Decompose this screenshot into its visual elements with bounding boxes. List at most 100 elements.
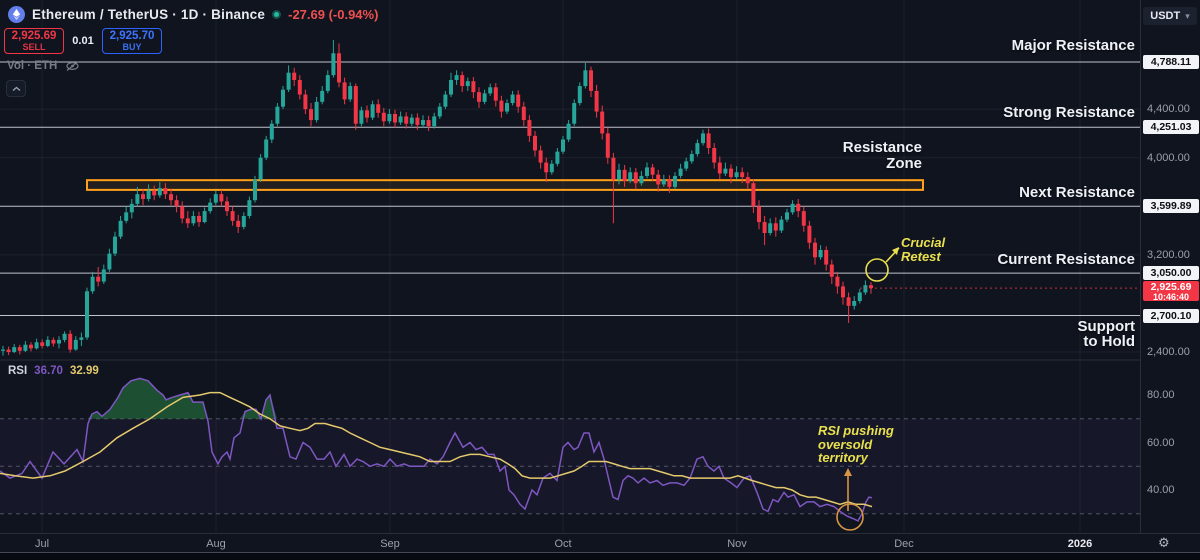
candle — [673, 175, 677, 187]
rsi-oversold-circle[interactable] — [836, 503, 864, 531]
candle — [841, 286, 845, 298]
buy-label: BUY — [122, 42, 142, 52]
candle — [297, 79, 302, 95]
candle — [477, 92, 481, 102]
candle — [600, 111, 605, 134]
candle — [449, 79, 453, 95]
candle — [639, 175, 644, 184]
settings-icon[interactable]: ⚙ — [1158, 535, 1170, 550]
price-axis[interactable]: 4,400.00 4,000.00 3,200.00 2,400.00 80.00 60.… — [1140, 0, 1200, 552]
candle — [269, 123, 274, 140]
arrowhead — [844, 468, 852, 476]
candle — [572, 103, 577, 124]
candle — [544, 162, 549, 173]
rsi-ma-value: 32.99 — [69, 365, 99, 377]
rsi-line — [0, 377, 873, 522]
candle — [325, 75, 330, 91]
candle — [779, 219, 784, 231]
candle — [219, 194, 224, 202]
candle — [421, 120, 425, 125]
buy-button[interactable]: 2,925.70 BUY — [102, 28, 162, 54]
candle — [482, 93, 487, 102]
candle — [169, 194, 173, 201]
candle — [404, 116, 409, 124]
candle — [381, 112, 386, 122]
candle — [85, 291, 89, 338]
collapse-pane-button[interactable] — [6, 80, 26, 97]
candle — [286, 72, 291, 90]
candle — [174, 200, 179, 207]
last-price-box: 2,925.69 10:46:40 — [1143, 281, 1199, 303]
bottom-strip — [0, 552, 1200, 560]
time-tick-label: Jul — [34, 538, 50, 550]
candle — [617, 169, 621, 180]
candle — [852, 300, 857, 306]
rsi-legend-title[interactable]: RSI — [8, 365, 28, 377]
candle — [415, 117, 420, 125]
spread-value: 0.01 — [72, 35, 94, 47]
candle — [645, 167, 649, 176]
candle — [589, 70, 593, 91]
candle — [1, 349, 5, 351]
candle — [398, 116, 403, 123]
candle — [320, 90, 325, 102]
volume-label: Vol · ETH — [7, 60, 58, 72]
candle — [622, 169, 627, 181]
resistance-zone-box[interactable] — [86, 179, 924, 191]
candle — [180, 206, 185, 219]
bar-countdown: 10:46:40 — [1152, 292, 1190, 303]
candle — [135, 194, 140, 204]
level-price-box: 2,700.10 — [1143, 308, 1199, 323]
time-tick-label: 2026 — [1067, 538, 1093, 550]
currency-selector[interactable]: USDT ▾ — [1143, 7, 1197, 25]
candle — [656, 174, 661, 185]
rsi-tick-label: 40.00 — [1147, 484, 1175, 496]
symbol-title[interactable]: Ethereum / TetherUS · 1D · Binance — [32, 7, 266, 22]
candle — [706, 133, 711, 148]
eye-hidden-icon[interactable] — [65, 60, 80, 72]
candle — [264, 139, 269, 158]
candle — [846, 297, 851, 306]
candle — [813, 242, 817, 258]
candle — [241, 215, 246, 227]
candle — [141, 194, 145, 199]
last-price-value: 2,925.69 — [1150, 281, 1192, 294]
candle — [331, 53, 336, 76]
time-axis[interactable]: Jul Aug Sep Oct Nov Dec 2026 — [0, 533, 1200, 552]
candle — [717, 162, 722, 174]
symbol-header: Ethereum / TetherUS · 1D · Binance -27.6… — [8, 6, 378, 23]
candle — [684, 161, 689, 169]
candle — [45, 339, 50, 346]
candle — [869, 285, 873, 289]
candle — [757, 206, 761, 223]
candle — [689, 154, 694, 162]
chevron-down-icon: ▾ — [1185, 10, 1190, 21]
candle — [460, 75, 465, 87]
candle — [661, 179, 666, 185]
level-name-label: Next Resistance — [1019, 184, 1135, 202]
candle — [348, 86, 353, 100]
level-name-label: Support to Hold — [1077, 317, 1136, 351]
candle — [561, 139, 565, 152]
currency-label: USDT — [1150, 10, 1181, 22]
candle — [824, 249, 829, 265]
candle — [314, 101, 319, 121]
level-price-box: 3,599.89 — [1143, 199, 1199, 214]
level-name-label: Strong Resistance — [1003, 104, 1135, 122]
candle — [29, 344, 33, 349]
sell-button[interactable]: 2,925.69 SELL — [4, 28, 64, 54]
candle — [538, 150, 543, 163]
time-tick-label: Sep — [380, 538, 400, 550]
candle — [281, 89, 285, 107]
candle — [745, 177, 750, 184]
time-tick-label: Oct — [554, 538, 572, 550]
candle — [723, 168, 728, 174]
candle — [258, 157, 263, 180]
candle — [555, 151, 560, 164]
candle — [342, 82, 347, 100]
rsi-band — [0, 418, 1140, 514]
candle — [213, 194, 218, 203]
candle — [437, 106, 442, 117]
crucial-retest-circle[interactable] — [865, 258, 889, 282]
